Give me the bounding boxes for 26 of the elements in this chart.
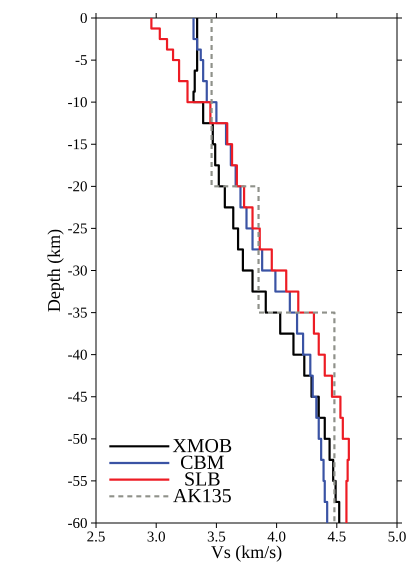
- y-tick-label: -45: [68, 392, 87, 402]
- y-tick-label: -20: [68, 181, 87, 192]
- y-axis-title: Depth (km): [47, 230, 64, 312]
- y-tick-label: -60: [68, 518, 87, 528]
- x-tick-label: 3.0: [148, 532, 165, 542]
- y-tick-label: -10: [68, 97, 87, 108]
- x-tick-label: 4.5: [328, 532, 346, 542]
- legend-label: CBM: [180, 456, 224, 470]
- y-tick-label: -50: [68, 434, 87, 444]
- line-series: [150, 18, 350, 523]
- y-tick-label: -30: [68, 265, 87, 276]
- legend-label: SLB: [185, 472, 220, 486]
- y-tick-label: -15: [68, 139, 87, 150]
- y-tick-label: -5: [76, 55, 87, 66]
- legend-label: AK135: [173, 488, 231, 502]
- y-tick-label: -35: [68, 308, 87, 318]
- x-tick-label: 5.0: [388, 532, 406, 542]
- x-tick-label: 4.0: [268, 532, 286, 542]
- x-tick-label: 3.5: [208, 532, 226, 542]
- y-tick-label: 0: [80, 12, 87, 24]
- y-tick-label: -25: [68, 223, 87, 234]
- legend-label: XMOB: [172, 438, 232, 452]
- x-tick-label: 2.5: [87, 532, 105, 542]
- y-tick-label: -40: [68, 350, 87, 360]
- y-tick-label: -55: [68, 476, 87, 486]
- x-axis-title: Vs (km/s): [211, 546, 282, 562]
